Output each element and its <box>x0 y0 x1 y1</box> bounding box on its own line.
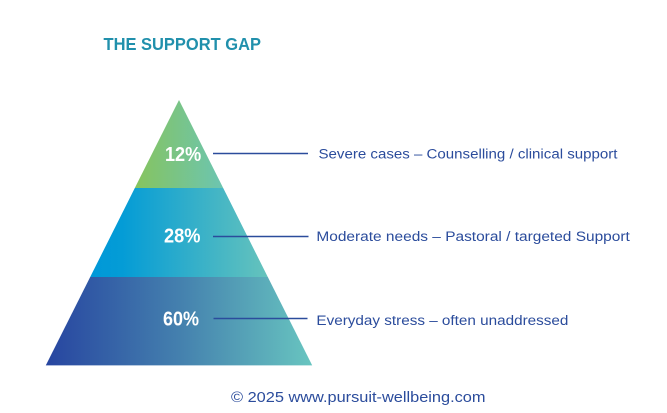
svg-text:28%: 28% <box>164 225 201 248</box>
svg-text:THE SUPPORT GAP: THE SUPPORT GAP <box>104 34 262 54</box>
svg-text:Severe cases – Counselling / c: Severe cases – Counselling / clinical su… <box>319 147 618 162</box>
svg-text:Everyday stress – often unaddr: Everyday stress – often unaddressed <box>316 313 568 328</box>
svg-text:© 2025 www.pursuit-wellbeing.c: © 2025 www.pursuit-wellbeing.com <box>231 389 486 406</box>
svg-text:60%: 60% <box>163 308 199 331</box>
svg-text:Moderate needs – Pastoral / ta: Moderate needs – Pastoral / targeted Sup… <box>316 229 630 244</box>
svg-text:12%: 12% <box>165 143 201 166</box>
